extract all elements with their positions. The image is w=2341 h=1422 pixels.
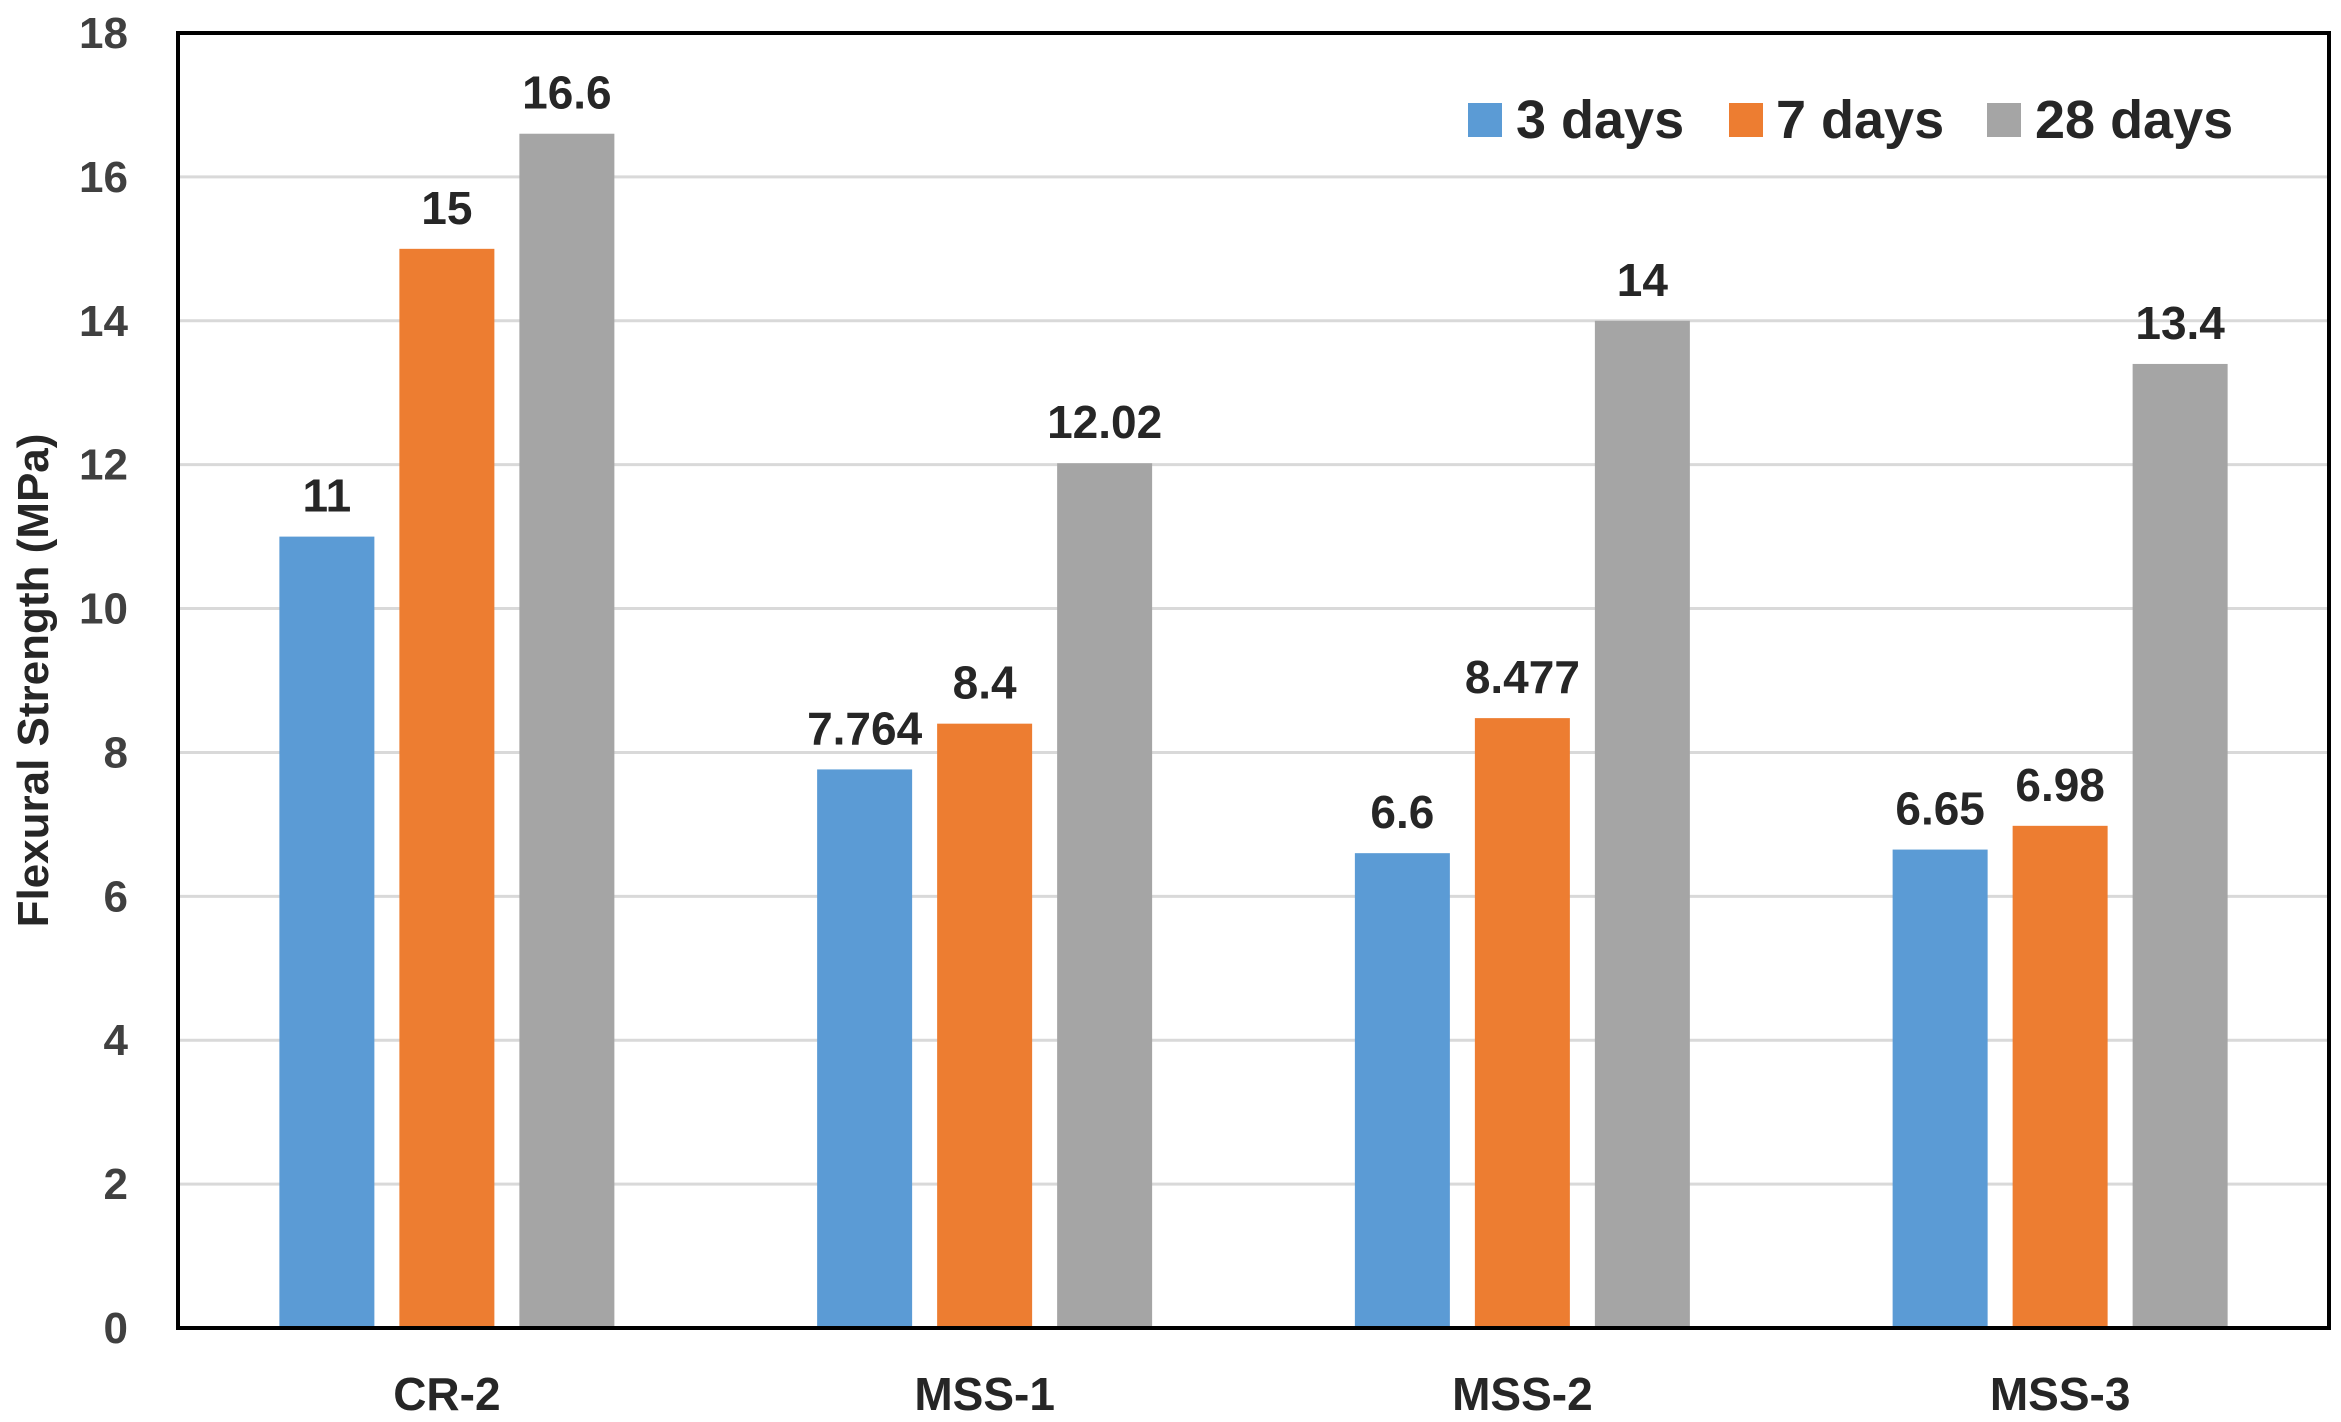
x-category-label: CR-2 xyxy=(393,1368,500,1420)
bar-mss-1-28-days xyxy=(1057,463,1153,1328)
bar-mss-3-28-days xyxy=(2132,363,2228,1328)
bar-mss-3-7-days xyxy=(2012,825,2108,1328)
data-label: 8.4 xyxy=(953,657,1017,709)
x-axis-category-labels: CR-2 MSS-1 MSS-2 MSS-3 xyxy=(393,1368,2130,1420)
legend: 3 days 7 days 28 days xyxy=(1468,90,2233,150)
data-label: 16.6 xyxy=(522,67,612,119)
legend-swatch xyxy=(1987,103,2021,137)
data-label: 6.6 xyxy=(1370,786,1434,838)
data-labels: 11 15 16.6 7.764 8.4 12.02 6.6 8.477 14 6.65 6.98 1… xyxy=(303,67,2226,838)
legend-label: 7 days xyxy=(1776,90,1944,150)
legend-label: 3 days xyxy=(1516,90,1684,150)
y-tick-label: 0 xyxy=(104,1304,128,1353)
x-category-label: MSS-3 xyxy=(1990,1368,2131,1420)
legend-label: 28 days xyxy=(2035,90,2233,150)
data-label: 13.4 xyxy=(2135,297,2225,349)
bar-cr-2-3-days xyxy=(279,536,375,1328)
y-axis-title: Flexural Strength (MPa) xyxy=(9,434,58,928)
bar-mss-1-3-days xyxy=(817,769,913,1328)
bar-mss-3-3-days xyxy=(1892,849,1988,1328)
y-tick-label: 12 xyxy=(79,441,128,490)
plot-area-frame xyxy=(176,31,2331,1330)
data-label: 6.65 xyxy=(1895,783,1985,835)
data-label: 8.477 xyxy=(1465,651,1580,703)
x-category-label: MSS-1 xyxy=(914,1368,1055,1420)
y-axis-tick-labels: 0 2 4 6 8 10 12 14 16 18 xyxy=(79,9,128,1353)
gridlines xyxy=(178,175,2329,1186)
y-tick-label: 18 xyxy=(79,9,128,58)
data-label: 14 xyxy=(1617,254,1669,306)
x-category-label: MSS-2 xyxy=(1452,1368,1593,1420)
bar-mss-2-3-days xyxy=(1354,853,1450,1328)
y-tick-label: 4 xyxy=(104,1016,129,1065)
y-tick-label: 16 xyxy=(79,153,128,202)
data-label: 11 xyxy=(303,470,352,522)
legend-swatch xyxy=(1468,103,1502,137)
y-tick-label: 8 xyxy=(104,728,128,777)
y-tick-label: 6 xyxy=(104,872,128,921)
y-tick-label: 2 xyxy=(104,1160,128,1209)
bar-mss-2-28-days xyxy=(1594,320,1690,1328)
y-tick-label: 10 xyxy=(79,585,128,634)
bar-cr-2-7-days xyxy=(399,248,495,1328)
data-label: 6.98 xyxy=(2015,759,2105,811)
y-tick-label: 14 xyxy=(79,297,128,346)
data-label: 15 xyxy=(421,182,472,234)
legend-swatch xyxy=(1729,103,1763,137)
bar-cr-2-28-days xyxy=(519,133,615,1329)
bar-mss-1-7-days xyxy=(937,723,1033,1328)
data-label: 12.02 xyxy=(1047,396,1162,448)
data-label: 7.764 xyxy=(807,702,923,754)
bar-mss-2-7-days xyxy=(1474,718,1570,1328)
bars xyxy=(279,133,2228,1329)
